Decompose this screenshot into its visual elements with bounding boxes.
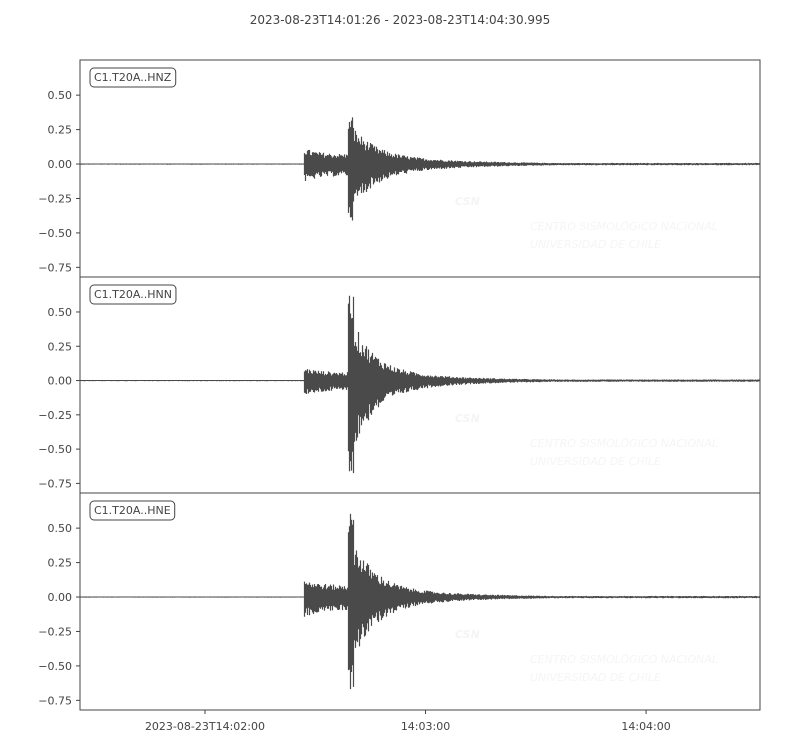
watermark-logo-text: CSN <box>455 412 480 425</box>
waveform-trace-C1.T20A..HNZ <box>79 117 761 221</box>
chart-title: 2023-08-23T14:01:26 - 2023-08-23T14:04:3… <box>249 13 551 27</box>
trace-label: C1.T20A..HNZ <box>94 71 172 84</box>
y-tick-label: −0.50 <box>38 660 72 673</box>
watermark-line1: CENTRO SISMOLÓGICO NACIONAL <box>530 220 718 233</box>
y-tick-label: 0.50 <box>48 522 73 535</box>
trace-label-box <box>89 67 177 88</box>
x-tick-label: 14:03:00 <box>401 720 450 733</box>
watermark-line2: UNIVERSIDAD DE CHILE <box>530 455 661 468</box>
y-tick-label: 0.25 <box>48 124 73 137</box>
y-tick-label: 0.25 <box>48 557 73 570</box>
trace-label: C1.T20A..HNN <box>94 288 172 301</box>
watermark-logo-text: CSN <box>455 628 480 641</box>
y-tick-label: −0.75 <box>38 261 72 274</box>
y-tick-label: −0.50 <box>38 443 72 456</box>
watermark-line1: CENTRO SISMOLÓGICO NACIONAL <box>530 437 718 450</box>
watermark-line2: UNIVERSIDAD DE CHILE <box>530 671 661 684</box>
y-tick-label: 0.50 <box>48 306 73 319</box>
y-tick-label: −0.75 <box>38 477 72 490</box>
watermark-logo: CSN CENTRO SISMOLÓGICO NACIONAL UNIVERSIDA… <box>455 412 718 468</box>
trace-label-box <box>89 284 177 305</box>
y-tick-label: 0.00 <box>48 375 73 388</box>
watermark-logo-text: CSN <box>455 195 480 208</box>
y-tick-label: 0.00 <box>48 591 73 604</box>
y-tick-label: −0.75 <box>38 694 72 707</box>
watermark-line1: CENTRO SISMOLÓGICO NACIONAL <box>530 653 718 666</box>
y-tick-label: 0.00 <box>48 158 73 171</box>
y-tick-label: −0.25 <box>38 409 72 422</box>
y-tick-label: 0.25 <box>48 340 73 353</box>
y-tick-label: −0.50 <box>38 227 72 240</box>
y-tick-label: −0.25 <box>38 192 72 205</box>
x-tick-label: 2023-08-23T14:02:00 <box>145 720 265 733</box>
watermark-line2: UNIVERSIDAD DE CHILE <box>530 238 661 251</box>
axes-frame <box>79 492 761 711</box>
x-tick-label: 14:04:00 <box>621 720 670 733</box>
trace-label-box <box>89 500 176 521</box>
y-tick-label: 0.50 <box>48 89 73 102</box>
watermark-logo: CSN CENTRO SISMOLÓGICO NACIONAL UNIVERSIDA… <box>455 628 718 684</box>
watermark-logo: CSN CENTRO SISMOLÓGICO NACIONAL UNIVERSIDA… <box>455 195 718 251</box>
y-tick-label: −0.25 <box>38 625 72 638</box>
trace-label: C1.T20A..HNE <box>94 504 171 517</box>
